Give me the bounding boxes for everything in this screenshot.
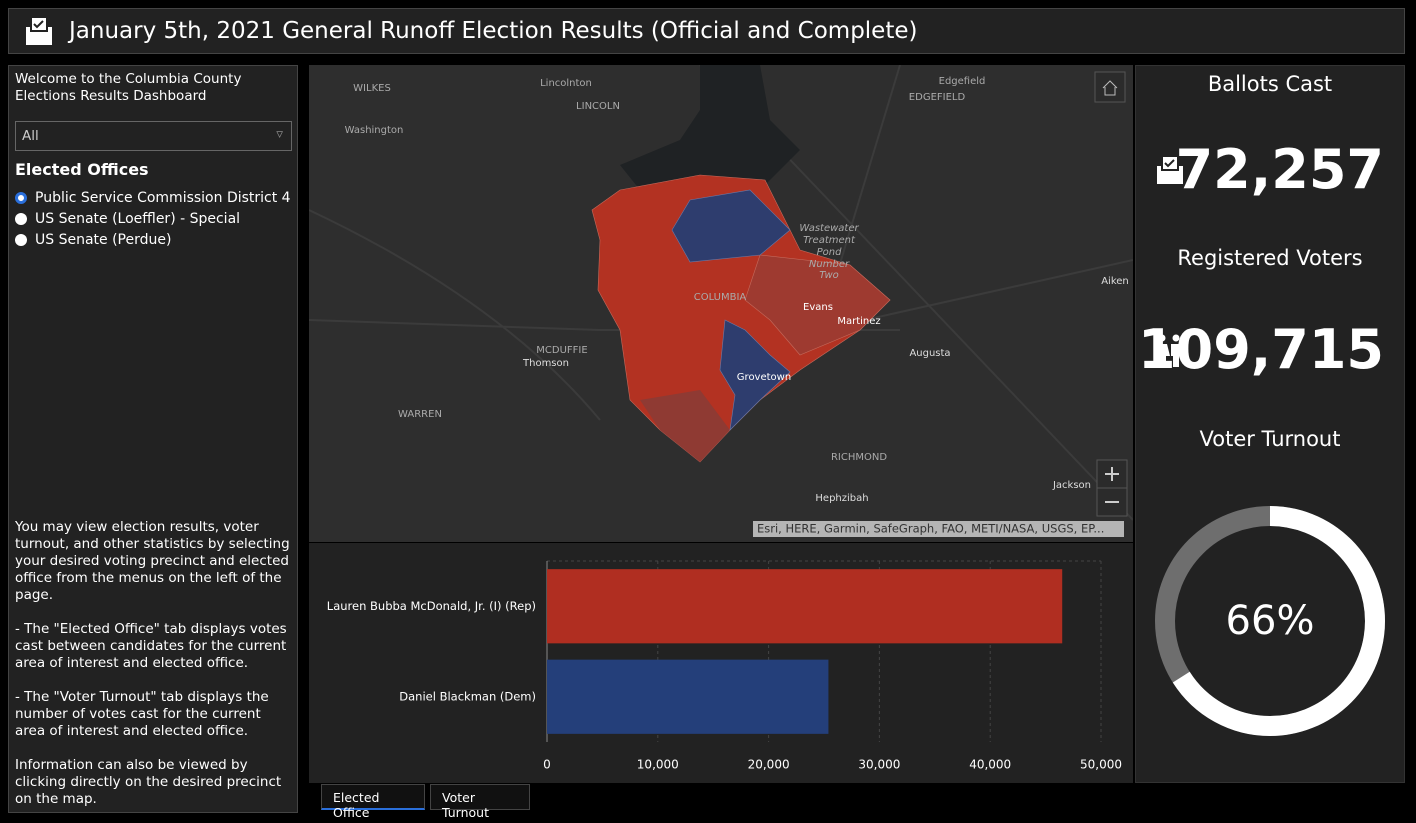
ballots-title: Ballots Cast <box>1207 72 1333 96</box>
turnout-value: 66% <box>1226 598 1315 644</box>
x-tick-label: 50,000 <box>1080 758 1122 772</box>
zoom-in[interactable] <box>1096 459 1128 489</box>
help-text: - The "Elected Office" tab displays vote… <box>15 621 287 671</box>
map-label: Martinez <box>837 316 880 327</box>
registered-title: Registered Voters <box>1177 246 1363 270</box>
map-label: Edgefield <box>939 76 986 87</box>
map-label: COLUMBIA <box>694 292 747 303</box>
map-label: Wastewater <box>799 223 859 234</box>
tab[interactable]: Voter Turnout <box>430 784 530 820</box>
map-label: RICHMOND <box>831 452 887 463</box>
map-label: Augusta <box>909 348 950 359</box>
offices-title: Elected Offices <box>15 160 149 179</box>
donut-arc <box>1155 506 1385 736</box>
x-tick-label: 20,000 <box>748 758 790 772</box>
map-label: Aiken <box>1101 276 1129 287</box>
attribution: Esri, HERE, Garmin, SafeGraph, FAO, METI… <box>757 522 1104 536</box>
map-label: Jackson <box>1052 480 1091 491</box>
help-text: Information can also be viewed by clicki… <box>15 757 282 807</box>
map-label: MCDUFFIE <box>536 345 587 356</box>
x-tick-label: 10,000 <box>637 758 679 772</box>
y-tick-label: Lauren Bubba McDonald, Jr. (I) (Rep) <box>327 599 536 613</box>
radio-option[interactable]: Public Service Commission District 4 <box>15 190 291 206</box>
ballots-value: 72,257 <box>1175 138 1384 201</box>
map-label: WARREN <box>398 409 442 420</box>
bar-chart: 0 10,000 20,000 30,000 40,000 50,000 Lauren Bu… <box>309 543 1133 783</box>
help-text: You may view election results, voter tur… <box>15 519 290 603</box>
map-label: Grovetown <box>737 372 791 383</box>
map-label: Two <box>819 270 839 281</box>
map-label: Thomson <box>522 358 569 369</box>
registered-value: 109,715 <box>1138 318 1384 381</box>
turnout-donut: 66% <box>1155 506 1385 736</box>
stats-panel: Ballots Cast 72,257 Registered Voters 10… <box>1135 65 1405 783</box>
title: January 5th, 2021 General Runoff Electio… <box>69 18 918 44</box>
map[interactable]: WILKES Lincolnton LINCOLN Edgefield EDGE… <box>309 65 1133 542</box>
option-label: US Senate (Loeffler) - Special <box>35 211 241 227</box>
bar <box>547 569 1063 644</box>
map-label: EDGEFIELD <box>909 92 966 103</box>
option-label: US Senate (Perdue) <box>35 232 172 248</box>
tab[interactable]: Elected Office <box>321 784 425 820</box>
dropdown[interactable]: All ▿ <box>15 121 292 151</box>
map-label: Pond <box>817 247 842 258</box>
map-label: Washington <box>345 125 404 136</box>
home-button[interactable] <box>1094 71 1126 103</box>
map-label: WILKES <box>353 83 391 94</box>
x-tick-label: 40,000 <box>969 758 1011 772</box>
ballot-icon <box>26 16 52 45</box>
map-label: Hephzibah <box>815 493 868 504</box>
map-label: Number <box>809 259 850 270</box>
x-tick-label: 30,000 <box>858 758 900 772</box>
bar <box>547 659 829 734</box>
sidebar: Welcome to the Columbia County Elections… <box>8 65 298 813</box>
x-tick-label: 0 <box>543 758 551 772</box>
map-label: LINCOLN <box>576 101 620 112</box>
radio-option[interactable]: US Senate (Perdue) <box>15 232 171 248</box>
map-labels: WILKES Lincolnton LINCOLN Edgefield EDGE… <box>345 76 1129 504</box>
welcome: Welcome to the Columbia County Elections… <box>15 71 242 104</box>
dropdown-value: All <box>22 128 39 144</box>
radio-option[interactable]: US Senate (Loeffler) - Special <box>15 211 240 227</box>
turnout-title: Voter Turnout <box>1199 427 1341 451</box>
header: January 5th, 2021 General Runoff Electio… <box>8 8 1405 54</box>
map-label: Lincolnton <box>540 78 592 89</box>
option-label: Public Service Commission District 4 <box>35 190 291 206</box>
zoom-out[interactable] <box>1096 487 1128 517</box>
map-label: Evans <box>803 302 833 313</box>
help-text: - The "Voter Turnout" tab displays the n… <box>15 689 269 739</box>
y-tick-label: Daniel Blackman (Dem) <box>399 689 536 703</box>
map-label: Treatment <box>803 235 856 246</box>
ballot-icon <box>1157 155 1183 184</box>
people-icon <box>1156 334 1181 367</box>
